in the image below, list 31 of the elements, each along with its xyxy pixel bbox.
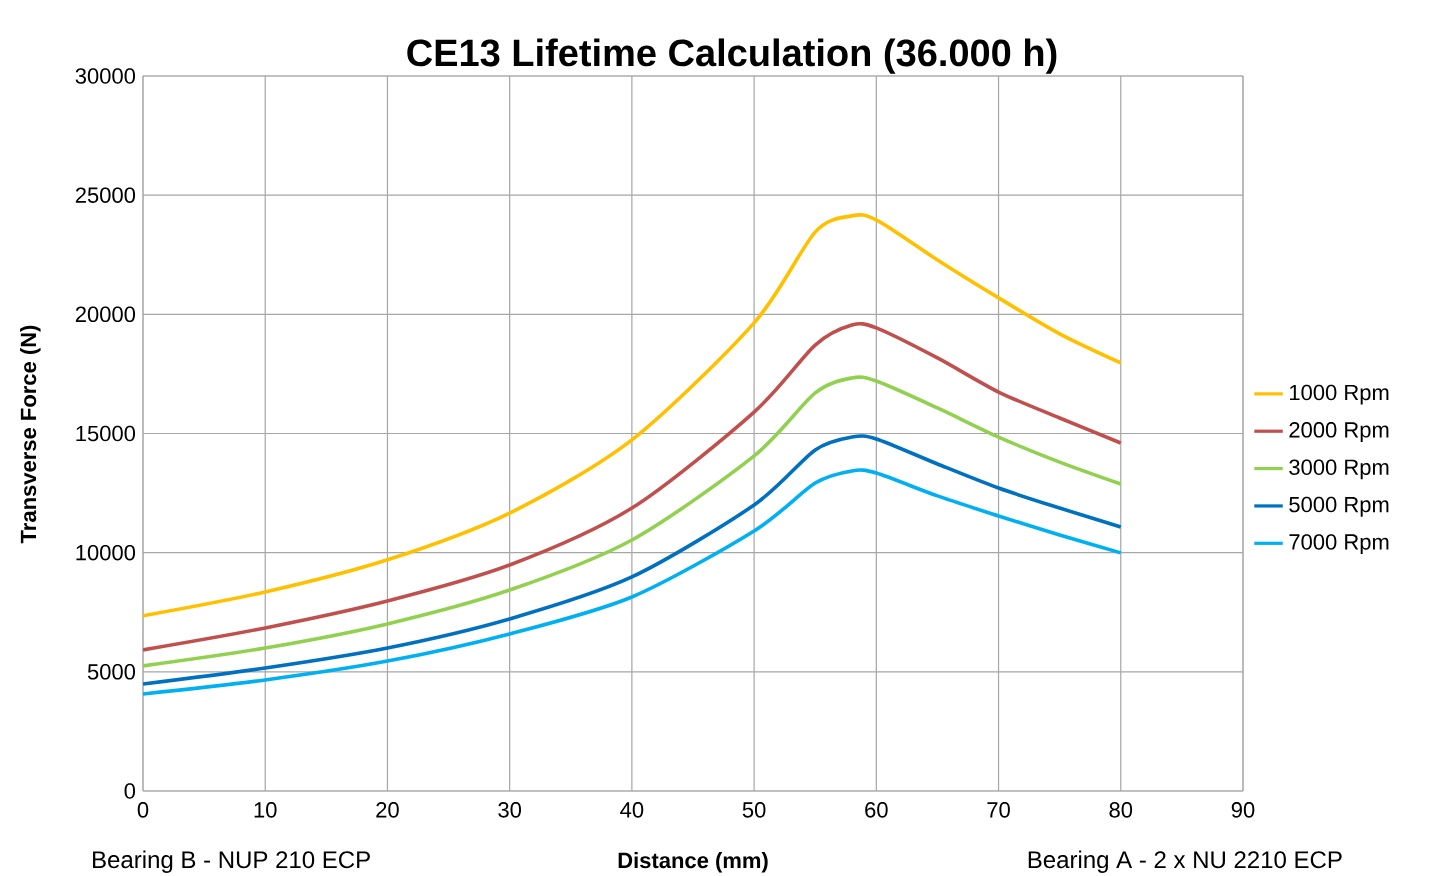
y-tick-label: 20000: [75, 306, 136, 323]
x-tick-label: 60: [865, 802, 888, 818]
x-tick-label: 0: [137, 802, 149, 818]
chart-title: CE13 Lifetime Calculation (36.000 h): [407, 38, 1057, 74]
line-series: [143, 375, 1123, 668]
text: Bearing B - NUP 210 ECP: [93, 850, 370, 873]
legend-label: 5000 Rpm: [1289, 496, 1389, 517]
y-tick-label: 25000: [75, 187, 136, 203]
x-axis-title: Distance (mm): [618, 852, 768, 873]
x-tick-label: 90: [1231, 802, 1255, 818]
y-tick-label: 0: [124, 783, 136, 799]
line-series: [143, 213, 1123, 618]
y-tick-label: 10000: [76, 544, 136, 561]
x-tick-label: 30: [498, 802, 522, 818]
x-tick-label: 70: [987, 802, 1010, 818]
x-tick-label: 80: [1109, 802, 1133, 818]
y-axis-title: Transverse Force (N): [20, 325, 41, 544]
legend-label: 2000 Rpm: [1289, 422, 1389, 442]
x-tick-label: 10: [254, 802, 277, 818]
x-tick-label: 40: [620, 802, 644, 818]
line-series: [143, 434, 1123, 686]
text: Bearing A - 2 x NU 2210 ECP: [1028, 850, 1342, 873]
legend-label: 3000 Rpm: [1289, 459, 1389, 480]
x-tick-label: 20: [376, 802, 399, 818]
y-tick-label: 15000: [76, 425, 136, 442]
x-tick-label: 50: [742, 802, 766, 818]
line-series: [143, 468, 1123, 696]
legend-label: 1000 Rpm: [1290, 384, 1389, 405]
legend-label: 7000 Rpm: [1289, 534, 1389, 555]
y-tick-label: 30000: [75, 68, 136, 84]
y-tick-label: 5000: [87, 664, 136, 680]
